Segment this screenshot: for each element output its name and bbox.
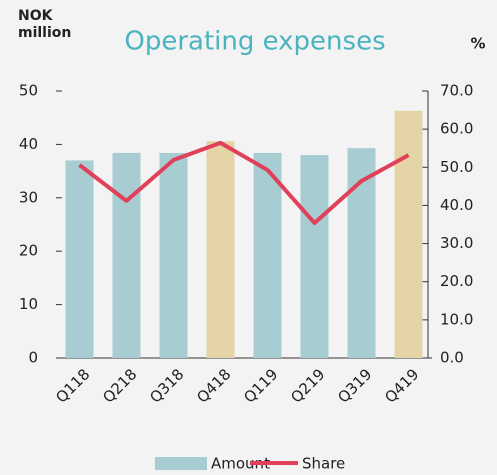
y2-tick-label: 40.0 [440, 196, 473, 214]
y2-tick-label: 30.0 [440, 234, 473, 252]
bar [112, 152, 141, 358]
x-tick-label: Q118 [52, 365, 93, 406]
x-tick-label: Q219 [287, 365, 328, 406]
bar [394, 110, 423, 359]
legend-swatch [155, 457, 207, 470]
y2-tick-label: 0.0 [440, 349, 464, 367]
y2-tick-label: 70.0 [440, 82, 473, 100]
x-tick-label: Q419 [381, 365, 422, 406]
legend-label: Share [302, 455, 345, 473]
bar [65, 160, 94, 358]
x-tick-label: Q418 [193, 365, 234, 406]
bar [253, 152, 282, 358]
legend-label: Amount [211, 455, 270, 473]
y2-tick-label: 60.0 [440, 120, 473, 138]
y2-axis-label: % [470, 35, 485, 53]
line [78, 140, 410, 225]
y-tick-label: 30 [19, 188, 38, 206]
y-axis-label: million [18, 25, 71, 41]
y2-tick-label: 50.0 [440, 158, 473, 176]
y-tick-label: 50 [19, 82, 38, 100]
y-tick-label: 10 [19, 295, 38, 313]
bar [159, 152, 188, 358]
bar [206, 141, 235, 358]
y2-tick-label: 20.0 [440, 272, 473, 290]
chart-title: Operating expenses [124, 27, 385, 57]
x-tick-label: Q119 [240, 365, 281, 406]
x-tick-label: Q319 [334, 365, 375, 406]
bar [300, 155, 329, 358]
y-tick-label: 0 [28, 349, 38, 367]
x-tick-label: Q218 [99, 365, 140, 406]
x-tick-label: Q318 [146, 365, 187, 406]
y-axis-label: NOK [18, 8, 54, 24]
y-tick-label: 40 [19, 135, 38, 153]
y-tick-label: 20 [19, 242, 38, 260]
y2-tick-label: 10.0 [440, 310, 473, 328]
